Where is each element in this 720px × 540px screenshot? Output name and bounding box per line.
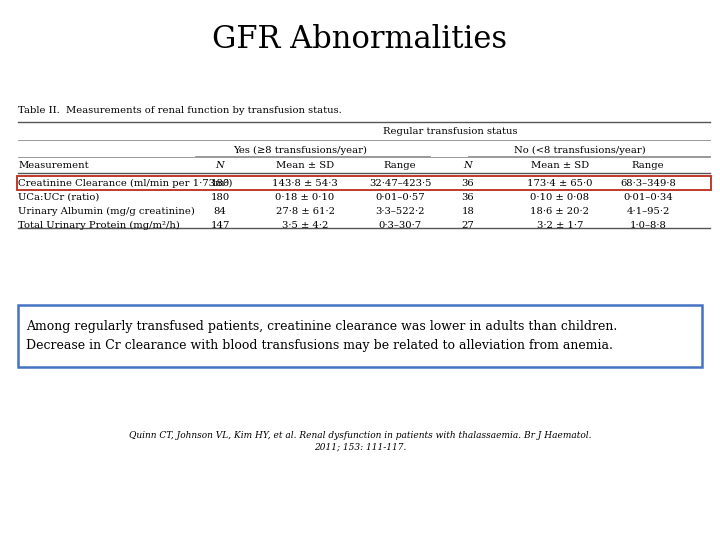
Text: No (<8 transfusions/year): No (<8 transfusions/year) xyxy=(514,145,646,154)
Text: 0·18 ± 0·10: 0·18 ± 0·10 xyxy=(275,192,335,201)
Text: 4·1–95·2: 4·1–95·2 xyxy=(626,206,670,215)
Text: 27·8 ± 61·2: 27·8 ± 61·2 xyxy=(276,206,335,215)
Text: Urinary Albumin (mg/g creatinine): Urinary Albumin (mg/g creatinine) xyxy=(18,206,195,215)
Text: Table II.  Measurements of renal function by transfusion status.: Table II. Measurements of renal function… xyxy=(18,106,342,115)
Text: 0·01–0·57: 0·01–0·57 xyxy=(375,192,425,201)
Text: 3·5 ± 4·2: 3·5 ± 4·2 xyxy=(282,220,328,230)
Text: 2011; 153: 111-117.: 2011; 153: 111-117. xyxy=(314,442,406,451)
Text: Yes (≥8 transfusions/year): Yes (≥8 transfusions/year) xyxy=(233,145,367,154)
Text: Mean ± SD: Mean ± SD xyxy=(276,161,334,171)
Text: 36: 36 xyxy=(462,179,474,187)
Text: 18: 18 xyxy=(462,206,474,215)
Text: Total Urinary Protein (mg/m²/h): Total Urinary Protein (mg/m²/h) xyxy=(18,220,180,230)
Text: 18·6 ± 20·2: 18·6 ± 20·2 xyxy=(531,206,590,215)
Text: 143·8 ± 54·3: 143·8 ± 54·3 xyxy=(272,179,338,187)
Text: 32·47–423·5: 32·47–423·5 xyxy=(369,179,431,187)
Text: GFR Abnormalities: GFR Abnormalities xyxy=(212,24,508,56)
Text: Range: Range xyxy=(384,161,416,171)
Text: 0·10 ± 0·08: 0·10 ± 0·08 xyxy=(531,192,590,201)
Text: 0·3–30·7: 0·3–30·7 xyxy=(379,220,422,230)
Text: UCa:UCr (ratio): UCa:UCr (ratio) xyxy=(18,192,99,201)
Text: Measurement: Measurement xyxy=(18,161,89,171)
Text: 68·3–349·8: 68·3–349·8 xyxy=(620,179,676,187)
Text: 36: 36 xyxy=(462,192,474,201)
Text: 180: 180 xyxy=(210,179,230,187)
Text: Regular transfusion status: Regular transfusion status xyxy=(383,127,517,137)
Text: 173·4 ± 65·0: 173·4 ± 65·0 xyxy=(527,179,593,187)
Text: 84: 84 xyxy=(214,206,226,215)
Text: 1·0–8·8: 1·0–8·8 xyxy=(629,220,667,230)
Text: 3·3–522·2: 3·3–522·2 xyxy=(375,206,425,215)
Text: Quinn CT, Johnson VL, Kim HY, et al. Renal dysfunction in patients with thalassa: Quinn CT, Johnson VL, Kim HY, et al. Ren… xyxy=(129,430,591,440)
Text: Among regularly transfused patients, creatinine clearance was lower in adults th: Among regularly transfused patients, cre… xyxy=(26,320,617,352)
Text: N: N xyxy=(464,161,472,171)
Text: 3·2 ± 1·7: 3·2 ± 1·7 xyxy=(537,220,583,230)
Text: 0·01–0·34: 0·01–0·34 xyxy=(623,192,673,201)
Text: N: N xyxy=(215,161,225,171)
Text: Range: Range xyxy=(631,161,665,171)
Text: 180: 180 xyxy=(210,192,230,201)
Text: Creatinine Clearance (ml/min per 1·73m²): Creatinine Clearance (ml/min per 1·73m²) xyxy=(18,178,233,187)
Text: 27: 27 xyxy=(462,220,474,230)
Text: 147: 147 xyxy=(210,220,230,230)
Text: Mean ± SD: Mean ± SD xyxy=(531,161,589,171)
